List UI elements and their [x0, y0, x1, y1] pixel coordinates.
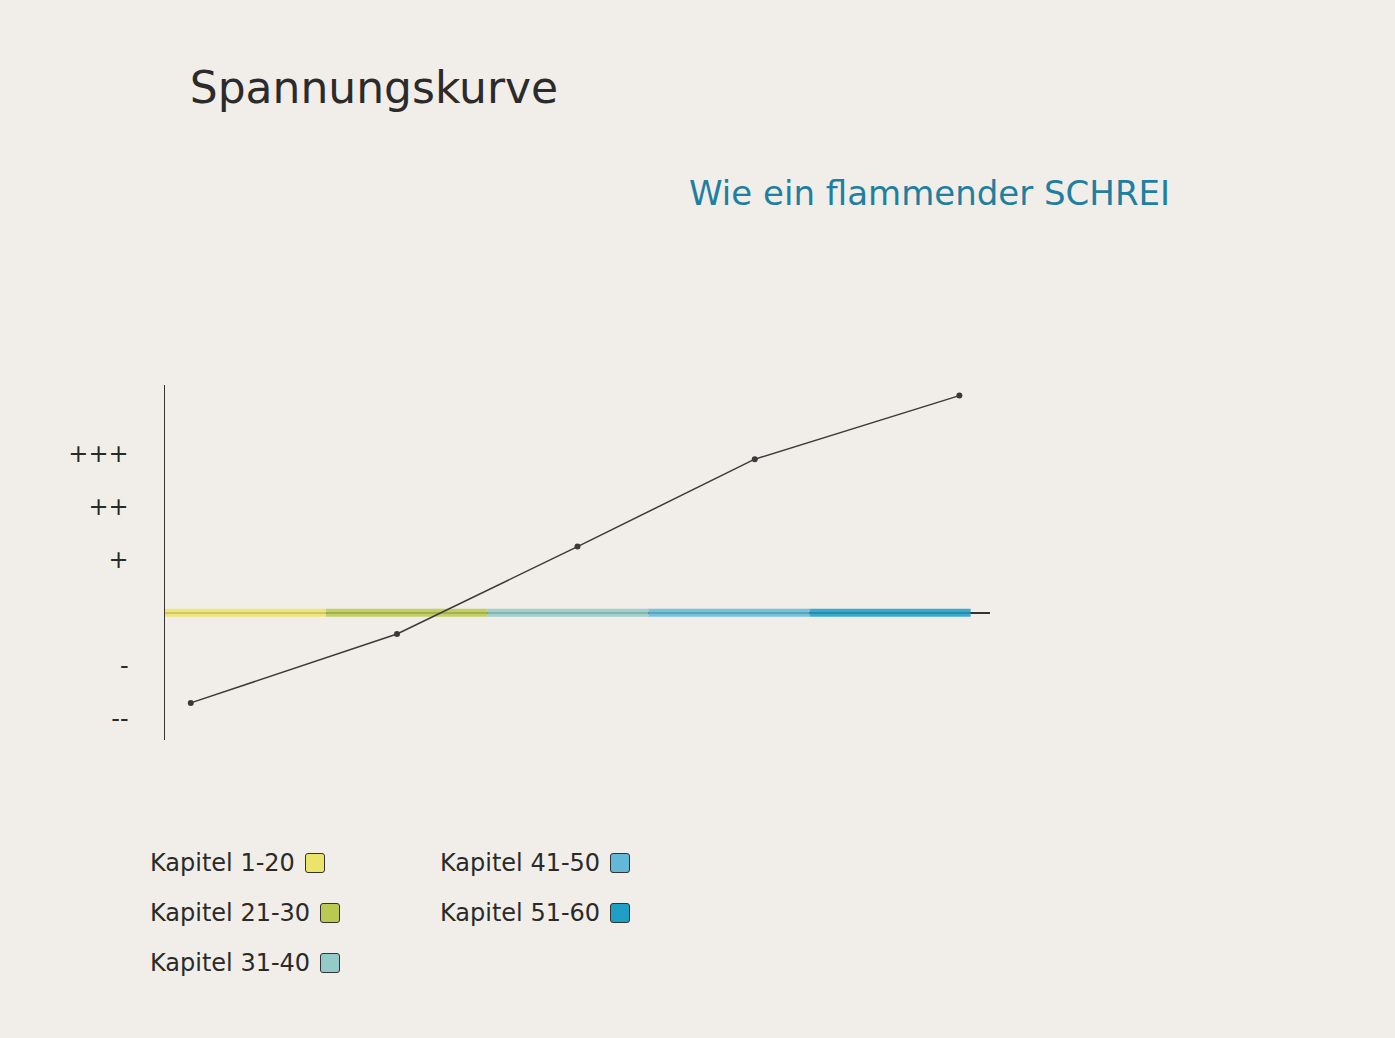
svg-text:Spannungskurve: Spannungskurve — [190, 62, 558, 113]
html-text:Kapitel 51-60: Kapitel 51-60 — [440, 899, 601, 927]
html-text:Kapitel 31-40: Kapitel 31-40 — [150, 949, 311, 977]
html-text:Kapitel 41-50: Kapitel 41-50 — [440, 849, 601, 877]
html-text:Kapitel 1-20: Kapitel 1-20 — [150, 849, 295, 877]
svg-text:Wie ein flammender SCHREI: Wie ein flammender SCHREI — [689, 173, 1170, 213]
svg-text:++: ++ — [88, 493, 128, 521]
svg-text:-: - — [120, 652, 129, 680]
svg-text:+: + — [109, 546, 129, 574]
html-text:Kapitel 21-30: Kapitel 21-30 — [150, 899, 311, 927]
svg-text:--: -- — [111, 705, 128, 733]
svg-text:+++: +++ — [68, 440, 128, 468]
